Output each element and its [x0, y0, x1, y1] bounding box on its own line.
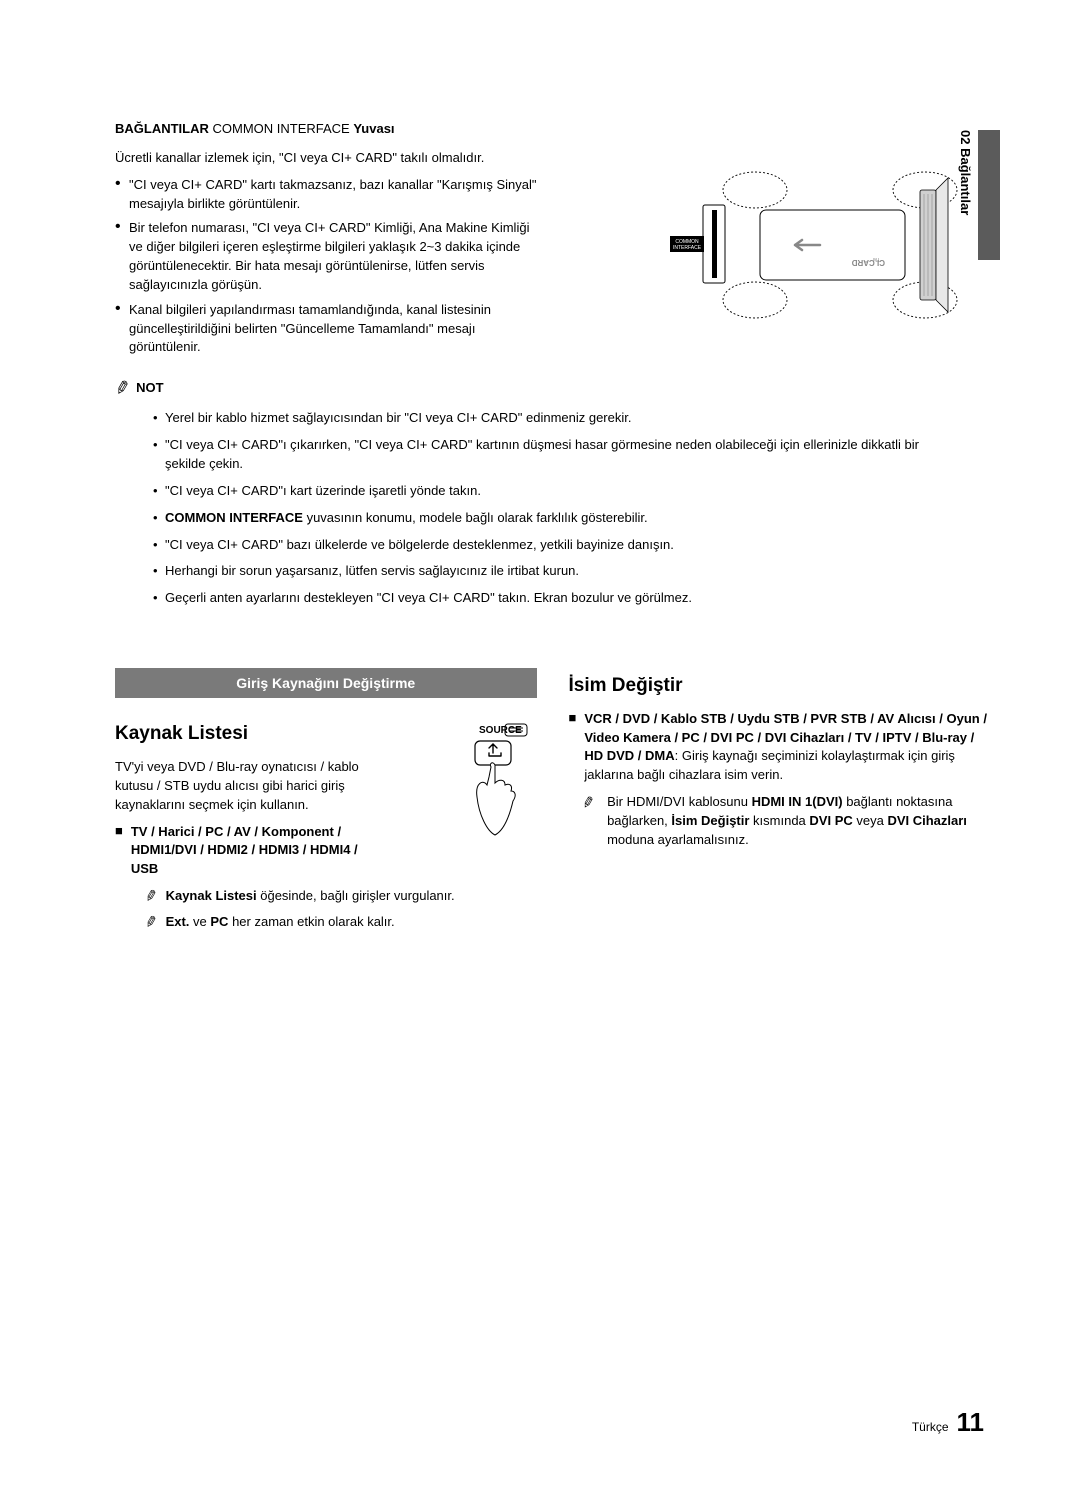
source-remote-figure: SOURCE — [461, 723, 531, 849]
page-number: 11 — [957, 1404, 985, 1442]
isim-degistir-heading: İsim Değiştir — [569, 672, 991, 700]
footer-language: Türkçe — [912, 1419, 949, 1436]
note-bullet: COMMON INTERFACE yuvasının konumu, model… — [153, 509, 953, 528]
right-column: İsim Değiştir ■ VCR / DVD / Kablo STB / … — [569, 668, 991, 938]
note-icon: ✎ — [112, 374, 133, 403]
note-bullet: Herhangi bir sorun yaşarsanız, lütfen se… — [153, 562, 953, 581]
section-title: BAĞLANTILAR COMMON INTERFACE Yuvası — [115, 120, 990, 139]
bullet-item: "CI veya CI+ CARD" kartı takmazsanız, ba… — [115, 176, 545, 214]
footer: Türkçe 11 — [912, 1404, 984, 1442]
note-icon: ✎ — [579, 792, 606, 850]
main-bullets: "CI veya CI+ CARD" kartı takmazsanız, ba… — [115, 176, 545, 358]
note-bullet: "CI veya CI+ CARD"ı kart üzerinde işaret… — [153, 482, 953, 501]
kaynak-body: TV'yi veya DVD / Blu-ray oynatıcısı / ka… — [115, 758, 375, 815]
ci-card-diagram: COMMON INTERFACE CI CARD TM — [670, 160, 970, 336]
subnote: ✎ Kaynak Listesi öğesinde, bağlı girişle… — [145, 887, 537, 907]
note-bullets: Yerel bir kablo hizmet sağlayıcısından b… — [115, 409, 990, 608]
intro-text: Ücretli kanallar izlemek için, "CI veya … — [115, 149, 535, 168]
note-label: NOT — [136, 379, 163, 398]
subsection-bar: Giriş Kaynağını Değiştirme — [115, 668, 537, 698]
source-list: ■ TV / Harici / PC / AV / Komponent / HD… — [115, 823, 375, 880]
note-bullet: Yerel bir kablo hizmet sağlayıcısından b… — [153, 409, 953, 428]
note-icon: ✎ — [143, 886, 160, 908]
left-column: Giriş Kaynağını Değiştirme Kaynak Listes… — [115, 668, 537, 938]
subnote: ✎ Ext. ve PC her zaman etkin olarak kalı… — [145, 913, 537, 933]
bullet-item: Kanal bilgileri yapılandırması tamamland… — [115, 301, 545, 358]
note-bullet: Geçerli anten ayarlarını destekleyen "CI… — [153, 589, 953, 608]
svg-text:TM: TM — [873, 256, 880, 262]
bullet-item: Bir telefon numarası, "CI veya CI+ CARD"… — [115, 219, 545, 294]
note-icon: ✎ — [143, 911, 160, 933]
note-heading: ✎ NOT — [115, 375, 990, 401]
subnote: ✎ Bir HDMI/DVI kablosunu HDMI IN 1(DVI) … — [587, 793, 991, 850]
note-bullet: "CI veya CI+ CARD" bazı ülkelerde ve böl… — [153, 536, 953, 555]
svg-text:INTERFACE: INTERFACE — [673, 245, 702, 251]
device-list: ■ VCR / DVD / Kablo STB / Uydu STB / PVR… — [569, 710, 991, 785]
side-tab-bar — [978, 130, 1000, 260]
note-bullet: "CI veya CI+ CARD"ı çıkarırken, "CI veya… — [153, 436, 953, 474]
